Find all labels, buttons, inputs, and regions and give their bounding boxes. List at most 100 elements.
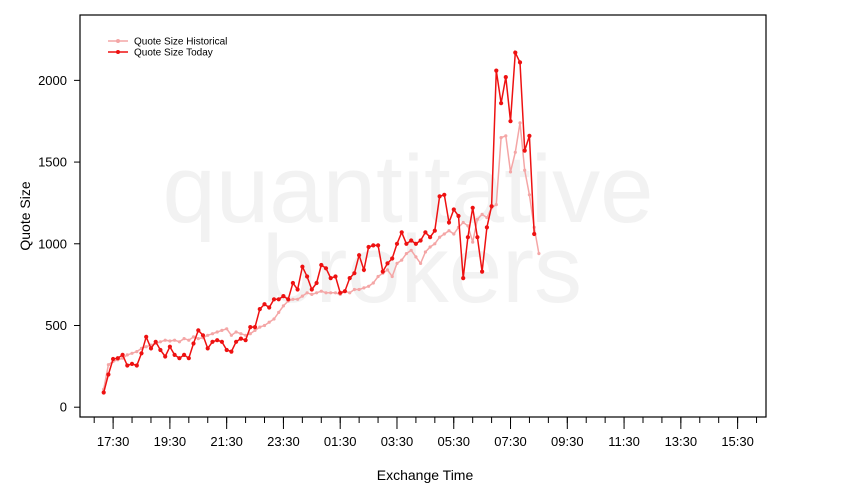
today-point [167, 344, 172, 349]
legend-today-label: Quote Size Today [134, 48, 213, 59]
x-tick-label: 05:30 [437, 434, 470, 449]
today-point [115, 356, 120, 361]
historical-point [277, 310, 281, 314]
today-point [196, 328, 201, 333]
historical-point [423, 250, 427, 254]
historical-point [267, 320, 271, 324]
historical-point [371, 281, 375, 285]
today-point [366, 244, 371, 250]
historical-point [523, 168, 527, 172]
historical-point [300, 294, 304, 298]
historical-point [168, 339, 172, 343]
today-point [437, 194, 442, 199]
x-tick-label: 15:30 [721, 434, 754, 449]
today-point [295, 287, 300, 292]
today-point [252, 325, 258, 330]
today-point [300, 264, 305, 269]
today-point [153, 339, 158, 344]
x-axis-title: Exchange Time [377, 467, 474, 483]
today-point [338, 290, 343, 295]
historical-point [262, 323, 267, 328]
today-point [148, 346, 154, 351]
historical-point [333, 291, 338, 295]
historical-point [527, 193, 532, 197]
historical-point [158, 340, 162, 344]
historical-point [173, 338, 177, 342]
historical-point [177, 340, 181, 344]
y-axis: 0 500 1000 1500 2000 [38, 73, 80, 415]
historical-point [466, 224, 470, 228]
historical-point [518, 121, 522, 125]
historical-point [310, 292, 314, 296]
historical-point [409, 248, 413, 252]
today-point [234, 339, 239, 344]
today-point [413, 241, 418, 246]
historical-point [248, 332, 252, 336]
today-point [508, 119, 513, 124]
today-point [111, 356, 116, 362]
historical-point [504, 134, 508, 138]
x-tick-label: 13:30 [665, 434, 698, 449]
historical-point [106, 363, 110, 367]
historical-point [253, 328, 257, 332]
historical-point [442, 232, 446, 236]
x-axis: 17:30 19:30 21:30 23:30 01:30 03:30 05:30 07:30… [93, 417, 758, 449]
today-point [323, 266, 329, 271]
today-point [129, 361, 135, 366]
historical-point [315, 291, 319, 295]
historical-point [210, 332, 215, 336]
today-point [328, 276, 333, 281]
historical-point [206, 333, 210, 337]
historical-point [376, 274, 380, 279]
historical-point [499, 136, 503, 140]
today-point [163, 354, 168, 359]
legend-historical-marker [116, 39, 120, 43]
today-point [333, 274, 338, 279]
today-point [399, 230, 404, 235]
today-point [371, 243, 376, 248]
legend-historical-label: Quote Size Historical [134, 37, 227, 48]
y-tick-label: 1000 [38, 236, 67, 251]
historical-point [385, 268, 390, 272]
x-tick-label: 09:30 [551, 434, 584, 449]
historical-point [438, 235, 442, 239]
historical-point [452, 232, 456, 236]
today-point [480, 269, 485, 274]
today-point [409, 238, 414, 243]
historical-point [135, 350, 139, 354]
historical-point [196, 337, 200, 341]
today-point [347, 276, 352, 281]
historical-point [258, 325, 262, 329]
historical-point [419, 261, 423, 265]
historical-point [400, 258, 404, 262]
today-point [262, 302, 267, 307]
today-point [267, 305, 272, 310]
today-point [191, 341, 196, 346]
x-tick-label: 01:30 [324, 434, 357, 449]
today-point [380, 269, 385, 274]
today-point [134, 363, 139, 368]
today-point [385, 261, 390, 266]
today-point [257, 307, 262, 312]
historical-point [447, 229, 451, 233]
today-point [451, 207, 456, 212]
today-point [215, 338, 220, 343]
watermark-line-1: quantitative [162, 136, 653, 243]
today-point [513, 50, 518, 55]
today-point [248, 325, 253, 330]
today-point [210, 339, 215, 344]
today-point [418, 238, 423, 243]
today-point [484, 225, 489, 230]
today-point [432, 228, 437, 233]
today-point [532, 231, 537, 237]
historical-point [461, 220, 465, 225]
today-point [527, 133, 532, 138]
historical-point [220, 328, 224, 332]
historical-point [281, 304, 285, 308]
today-point [271, 297, 277, 302]
today-point [522, 148, 527, 153]
today-point [446, 220, 452, 225]
today-point [404, 241, 409, 246]
historical-point [428, 245, 432, 249]
today-point [243, 338, 248, 343]
